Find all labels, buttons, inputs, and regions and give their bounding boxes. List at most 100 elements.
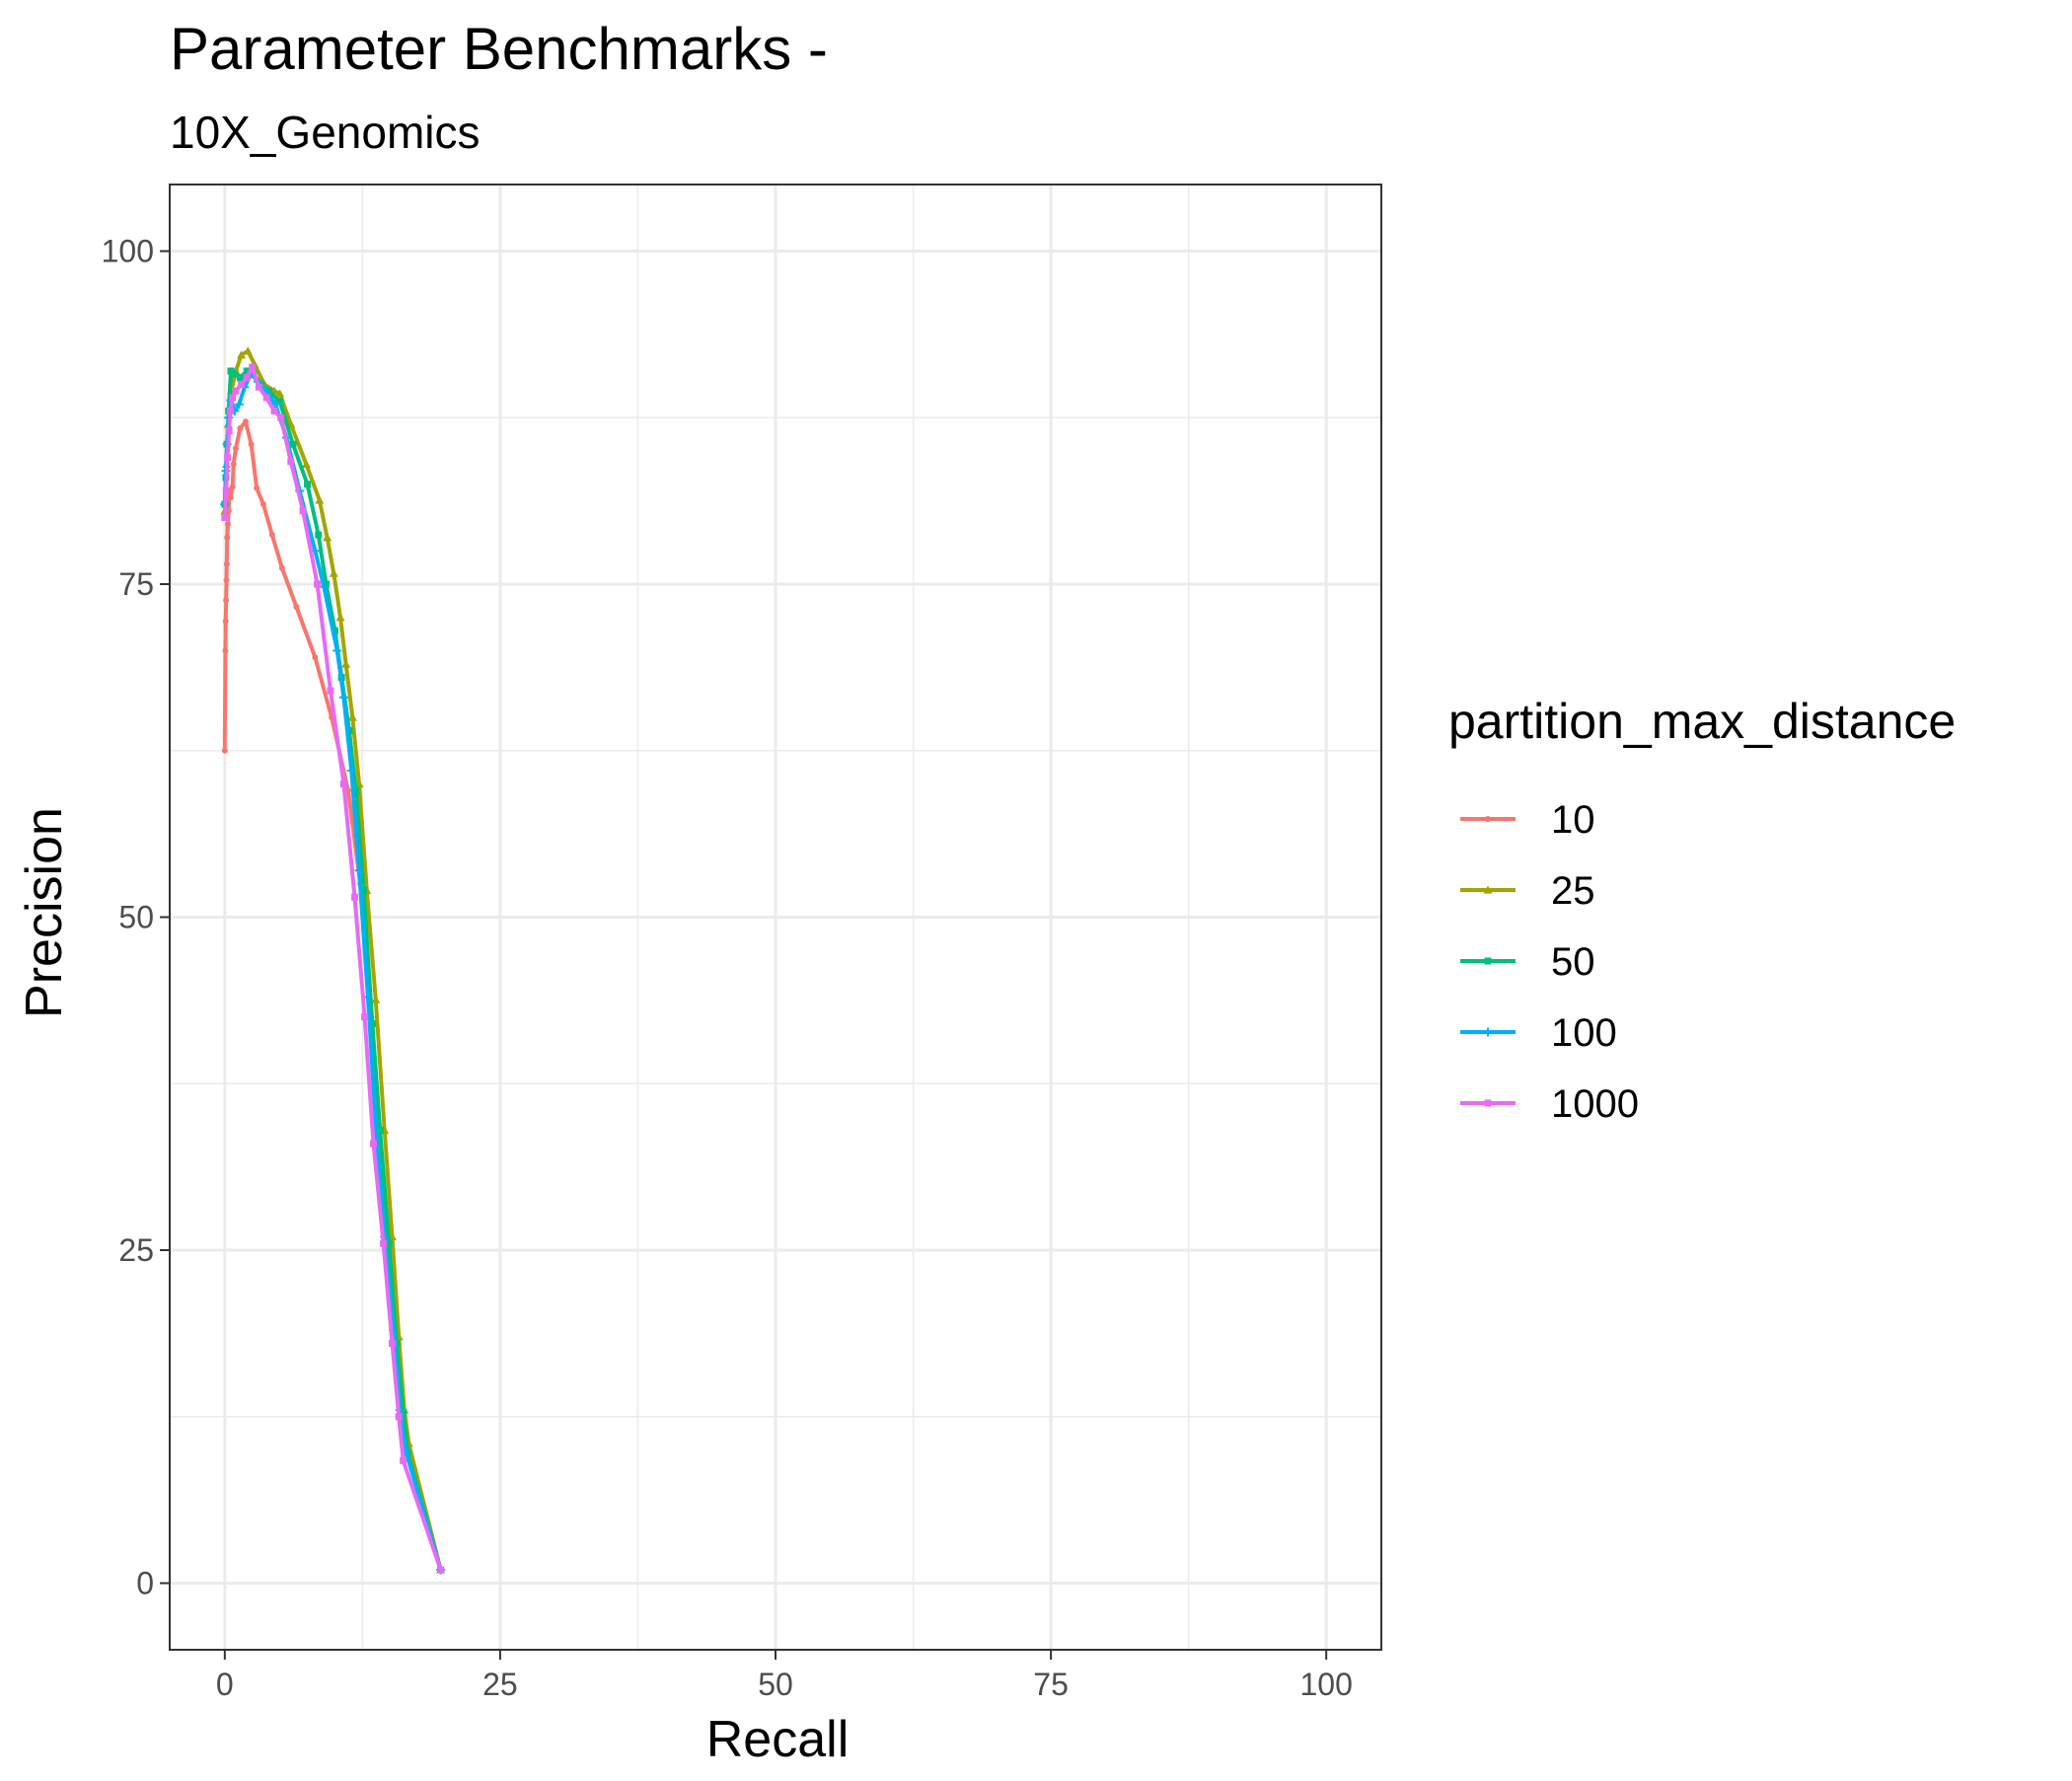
data-point-10 — [223, 597, 230, 604]
data-point-50 — [289, 440, 297, 448]
data-point-1000 — [249, 363, 257, 371]
data-point-1000 — [380, 1239, 388, 1247]
data-point-50 — [227, 367, 235, 375]
data-point-100 — [346, 766, 356, 776]
data-point-25 — [329, 568, 338, 577]
data-point-1000 — [339, 780, 347, 787]
data-point-50 — [385, 1239, 393, 1247]
data-point-100 — [333, 646, 342, 655]
legend: partition_max_distance 10 25 50 100 1000 — [1448, 694, 1956, 1126]
data-point-100 — [319, 582, 329, 592]
data-point-1000 — [224, 454, 232, 462]
legend-key-marker — [1483, 1027, 1493, 1037]
data-point-1000 — [226, 408, 234, 414]
y-tick-label: 100 — [102, 234, 154, 269]
data-point-1000 — [232, 387, 240, 395]
legend-title: partition_max_distance — [1448, 694, 1956, 749]
data-point-10 — [223, 576, 230, 583]
legend-key-marker — [1483, 885, 1493, 894]
legend-item-50: 50 — [1460, 940, 1595, 984]
data-point-1000 — [361, 1013, 369, 1021]
data-point-1000 — [225, 427, 233, 435]
data-point-10 — [344, 787, 351, 794]
data-point-1000 — [389, 1340, 397, 1347]
data-point-25 — [335, 613, 345, 622]
data-point-1000 — [255, 383, 262, 391]
data-point-100 — [338, 693, 348, 703]
series-line-25 — [222, 348, 443, 1572]
data-point-10 — [268, 532, 275, 539]
legend-item-1000: 1000 — [1460, 1082, 1639, 1126]
data-point-10 — [237, 425, 244, 432]
data-point-1000 — [238, 381, 246, 388]
data-point-10 — [230, 461, 237, 468]
legend-item-25: 25 — [1460, 869, 1595, 913]
data-point-1000 — [400, 1456, 407, 1464]
legend-key-marker — [1484, 1099, 1492, 1107]
data-point-100 — [354, 865, 364, 875]
legend-label: 50 — [1551, 940, 1595, 984]
chart-subtitle: 10X_Genomics — [170, 107, 481, 158]
data-point-100 — [363, 993, 373, 1002]
data-point-100 — [234, 400, 244, 409]
data-point-50 — [231, 370, 239, 378]
y-axis-title: Precision — [16, 807, 73, 1018]
legend-label: 10 — [1551, 798, 1595, 842]
data-point-50 — [315, 531, 323, 539]
data-point-25 — [315, 495, 325, 504]
data-point-10 — [232, 445, 239, 452]
data-point-10 — [312, 654, 319, 661]
x-tick-label: 75 — [1033, 1667, 1069, 1702]
data-point-50 — [243, 367, 251, 375]
data-point-25 — [275, 389, 285, 398]
data-point-1000 — [229, 394, 237, 402]
data-point-10 — [278, 564, 285, 571]
data-point-1000 — [270, 408, 278, 414]
legend-label: 25 — [1551, 869, 1595, 913]
data-point-10 — [221, 747, 228, 754]
data-point-1000 — [222, 487, 230, 494]
x-tick-label: 100 — [1299, 1667, 1352, 1702]
series-1000 — [221, 363, 445, 1574]
chart-title: Parameter Benchmarks - — [170, 16, 828, 82]
data-point-25 — [301, 460, 311, 469]
data-point-1000 — [395, 1413, 403, 1421]
x-tick-label: 50 — [758, 1667, 793, 1702]
data-point-1000 — [262, 394, 270, 402]
grid — [170, 185, 1381, 1650]
data-point-25 — [371, 995, 381, 1003]
data-point-25 — [237, 350, 247, 359]
y-tick-label: 25 — [118, 1232, 154, 1268]
y-tick-label: 75 — [118, 566, 154, 602]
data-point-10 — [222, 618, 229, 625]
data-point-25 — [341, 659, 351, 668]
data-point-1000 — [370, 1140, 378, 1148]
data-point-10 — [254, 484, 260, 491]
data-point-10 — [222, 647, 229, 654]
data-point-25 — [323, 533, 333, 542]
data-point-1000 — [327, 687, 334, 695]
data-point-25 — [243, 346, 253, 355]
data-point-50 — [323, 580, 331, 588]
data-point-10 — [293, 603, 300, 610]
data-point-1000 — [314, 580, 322, 588]
data-point-50 — [345, 727, 353, 734]
data-point-1000 — [243, 374, 251, 382]
data-point-10 — [259, 501, 266, 507]
data-point-10 — [227, 494, 234, 501]
data-point-25 — [347, 712, 357, 721]
data-point-10 — [224, 534, 231, 541]
data-point-50 — [376, 1127, 384, 1134]
data-point-10 — [243, 418, 250, 425]
data-point-50 — [393, 1340, 401, 1347]
plot-panel: 0 25 50 75 100 0 25 50 75 100 — [102, 184, 1382, 1702]
data-point-1000 — [351, 893, 359, 901]
data-point-50 — [276, 398, 284, 406]
data-point-50 — [359, 887, 367, 894]
data-point-10 — [223, 560, 230, 567]
data-point-1000 — [437, 1566, 445, 1574]
data-point-50 — [368, 1020, 376, 1027]
data-point-10 — [224, 521, 231, 528]
